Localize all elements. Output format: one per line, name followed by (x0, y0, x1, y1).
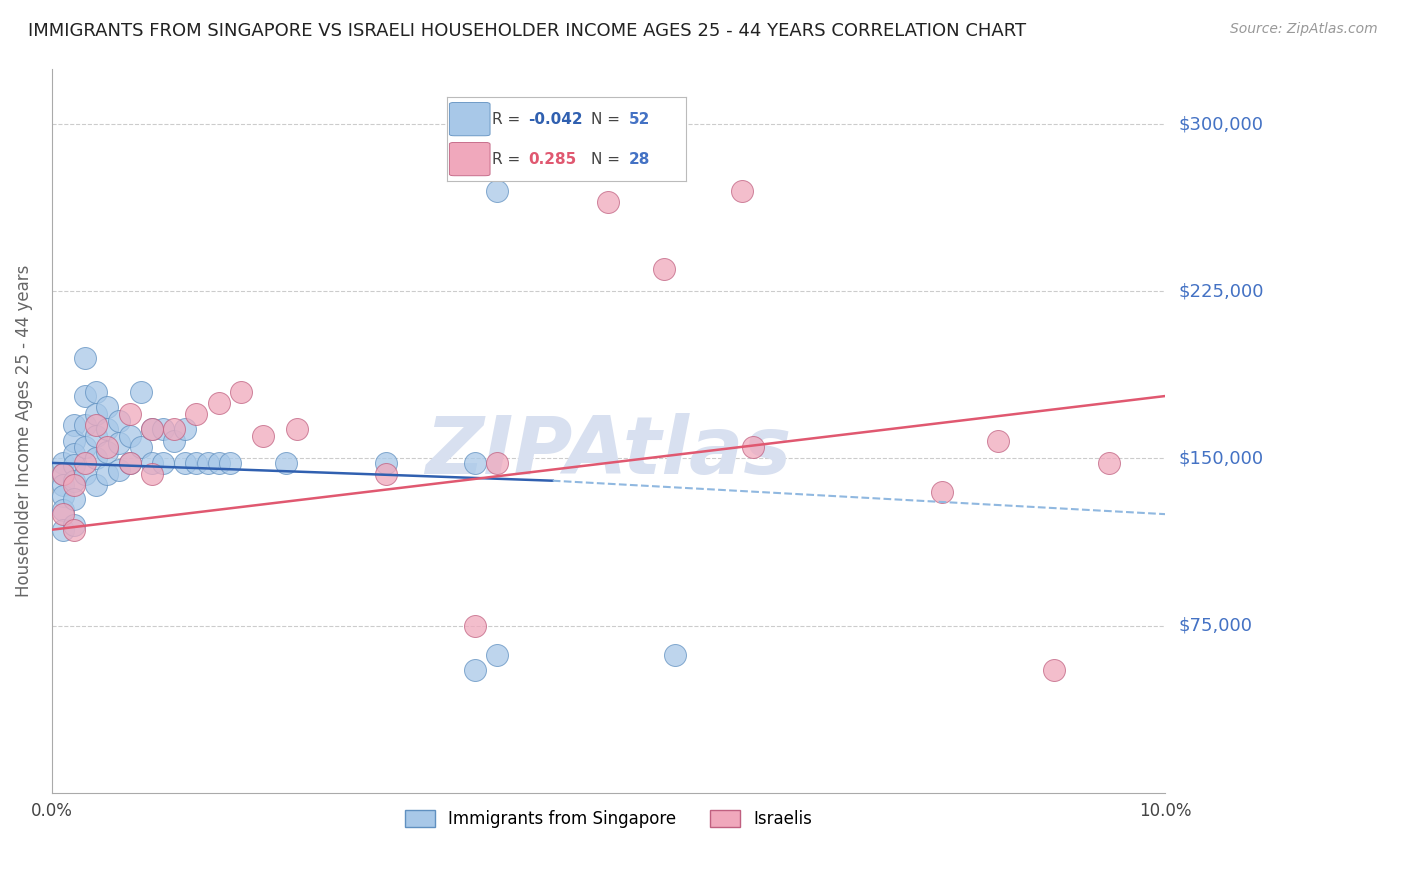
Legend: Immigrants from Singapore, Israelis: Immigrants from Singapore, Israelis (398, 804, 818, 835)
Point (75, 389, 97, 403)
Text: ZIPAtlas: ZIPAtlas (425, 413, 792, 491)
Point (63, 478, 86, 492)
Text: $225,000: $225,000 (1180, 283, 1264, 301)
Point (152, 456, 174, 470)
Point (141, 422, 163, 436)
Point (374, 456, 396, 470)
Point (229, 384, 252, 399)
Point (63, 417, 86, 432)
Point (75, 417, 97, 432)
Point (731, 184, 754, 198)
Point (742, 440, 765, 454)
Point (52, 489, 75, 503)
Point (208, 456, 231, 470)
Point (252, 429, 274, 443)
Point (1042, 663, 1064, 677)
Point (219, 456, 242, 470)
Point (84, 417, 107, 432)
Point (107, 413, 129, 427)
Point (84, 429, 107, 443)
Point (96, 422, 118, 436)
Point (63, 518, 86, 533)
Point (174, 456, 197, 470)
Point (75, 467, 97, 481)
Text: $300,000: $300,000 (1180, 115, 1264, 133)
Point (107, 462, 129, 476)
Point (464, 663, 486, 677)
Point (141, 467, 163, 481)
Point (664, 648, 686, 662)
Point (63, 523, 86, 537)
Point (75, 440, 97, 454)
Point (52, 523, 75, 537)
Point (486, 456, 509, 470)
Point (274, 456, 297, 470)
Point (96, 467, 118, 481)
Point (96, 440, 118, 454)
Point (118, 456, 141, 470)
Point (52, 456, 75, 470)
Point (84, 451, 107, 466)
Point (118, 407, 141, 421)
Point (174, 422, 197, 436)
Point (186, 407, 208, 421)
Point (987, 434, 1010, 448)
Point (163, 434, 186, 448)
Point (63, 474, 86, 488)
Point (652, 262, 675, 277)
Point (118, 456, 141, 470)
Point (464, 456, 486, 470)
Point (598, 195, 620, 210)
Point (63, 434, 86, 448)
Point (52, 467, 75, 481)
Point (152, 422, 174, 436)
Text: IMMIGRANTS FROM SINGAPORE VS ISRAELI HOUSEHOLDER INCOME AGES 25 - 44 YEARS CORRE: IMMIGRANTS FROM SINGAPORE VS ISRAELI HOU… (28, 22, 1026, 40)
Point (464, 618, 486, 632)
Point (96, 400, 118, 414)
Point (63, 447, 86, 461)
Point (486, 184, 509, 198)
Point (84, 407, 107, 421)
Point (118, 429, 141, 443)
Text: Source: ZipAtlas.com: Source: ZipAtlas.com (1230, 22, 1378, 37)
Point (52, 467, 75, 481)
Point (486, 648, 509, 662)
Point (208, 395, 231, 409)
Text: $75,000: $75,000 (1180, 616, 1253, 634)
Point (1098, 456, 1121, 470)
Point (107, 435, 129, 450)
Point (52, 502, 75, 516)
Point (197, 456, 219, 470)
Point (75, 351, 97, 366)
Point (129, 440, 152, 454)
Point (374, 467, 396, 481)
Point (63, 491, 86, 506)
Point (129, 384, 152, 399)
Y-axis label: Householder Income Ages 25 - 44 years: Householder Income Ages 25 - 44 years (15, 264, 32, 597)
Point (931, 484, 953, 499)
Point (285, 422, 308, 436)
Point (163, 422, 186, 436)
Point (84, 384, 107, 399)
Point (84, 478, 107, 492)
Point (141, 456, 163, 470)
Point (63, 458, 86, 472)
Point (96, 444, 118, 458)
Point (75, 456, 97, 470)
Point (186, 456, 208, 470)
Point (52, 478, 75, 492)
Point (52, 507, 75, 521)
Point (141, 422, 163, 436)
Text: $150,000: $150,000 (1180, 450, 1264, 467)
